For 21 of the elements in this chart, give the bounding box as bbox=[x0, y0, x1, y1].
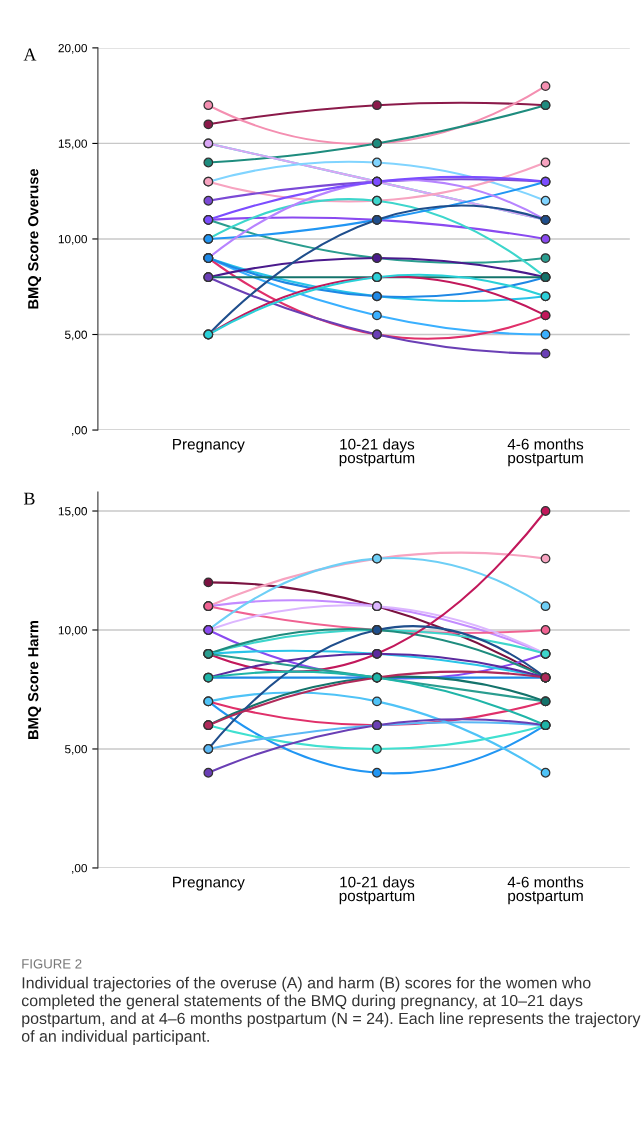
text: A bbox=[23, 48, 37, 61]
caption: FIGURE 2 bbox=[22, 959, 82, 969]
x-tick-label: Pregnancy bbox=[173, 876, 245, 891]
y-tick-label: 15,00 bbox=[58, 507, 88, 517]
text: B bbox=[23, 492, 35, 505]
y-tick-label: ,00 bbox=[72, 426, 88, 436]
y-tick-label: ,00 bbox=[72, 863, 88, 874]
y-tick-label: 10,00 bbox=[58, 626, 88, 636]
y-axis-title: BMQ Score Harm bbox=[28, 620, 42, 739]
y-tick-label: 20,00 bbox=[58, 43, 88, 54]
x-tick-label: Pregnancy bbox=[173, 438, 245, 453]
x-tick-label: 10-21 days postpartum bbox=[339, 438, 415, 467]
text: Individual trajectories of the overuse (A) and harm (B) scores for the women who completed the general statements of the BMQ during pregnancy, at 10–21 days postpartum, and at 4–6 months postpartum (N = 24). Each line represents the trajectory of an individual participant. bbox=[21, 976, 641, 1045]
y-tick-label: 15,00 bbox=[58, 139, 88, 150]
x-tick-label: 4-6 months postpartum bbox=[507, 438, 584, 467]
y-tick-label: 10,00 bbox=[58, 235, 88, 245]
x-tick-label: 10-21 days postpartum bbox=[339, 876, 415, 905]
y-axis-title: BMQ Score Overuse bbox=[28, 168, 42, 309]
y-tick-label: 5,00 bbox=[64, 330, 88, 341]
x-tick-label: 4-6 months postpartum bbox=[507, 876, 584, 905]
y-tick-label: 5,00 bbox=[64, 745, 88, 755]
